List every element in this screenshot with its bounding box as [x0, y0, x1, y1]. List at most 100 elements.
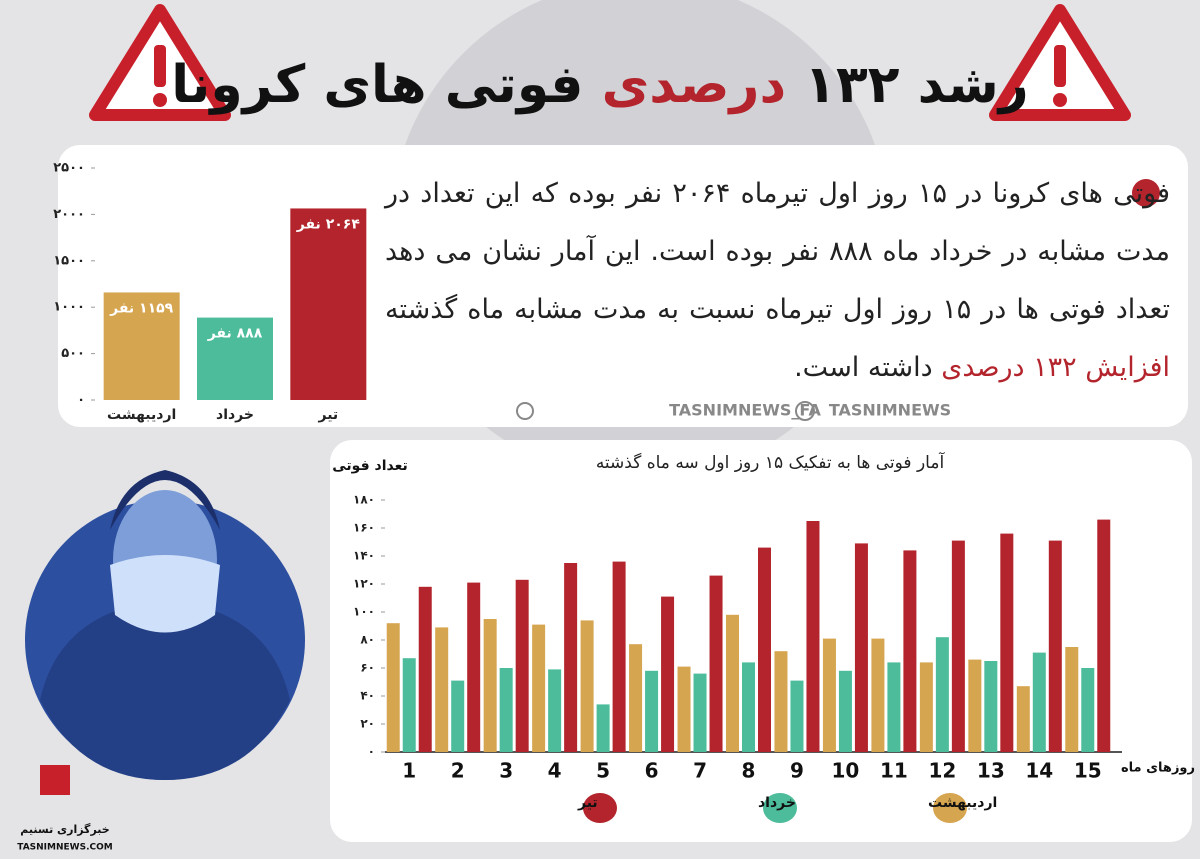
- bar: [290, 208, 367, 400]
- bar: [580, 620, 594, 752]
- bar: [402, 658, 416, 752]
- bar: [435, 627, 449, 752]
- bar: [838, 670, 852, 752]
- x-tick-label: 15: [1074, 759, 1102, 783]
- bar: [1097, 519, 1111, 752]
- legend-label: خرداد: [758, 795, 796, 811]
- text: فوتی های کرونا در ۱۵ روز اول تیرماه ۲۰۶۴…: [385, 178, 1171, 325]
- x-axis-label: روزهای ماه: [1121, 761, 1195, 776]
- title-part: فوتی های کرونا: [171, 55, 583, 115]
- bar: [758, 547, 771, 752]
- y-tick-label: ۴۰: [360, 689, 375, 703]
- bar: [451, 680, 465, 752]
- y-tick-label: ۱۵۰۰: [53, 253, 85, 268]
- x-tick-label: 12: [928, 759, 956, 783]
- bar: [661, 596, 675, 752]
- x-tick-label: تیر: [317, 407, 338, 423]
- bar: [467, 582, 481, 752]
- bar: [612, 561, 626, 752]
- social-handle: TASNIMNEWS: [829, 401, 951, 420]
- y-tick-label: ۲۰: [360, 717, 375, 731]
- bar: [774, 651, 788, 752]
- bar: [677, 666, 691, 752]
- legend-swatch: [933, 793, 967, 823]
- bar: [951, 540, 965, 752]
- bar: [1032, 652, 1046, 752]
- bar: [709, 575, 723, 752]
- bar: [645, 670, 659, 752]
- x-tick-label: 2: [451, 759, 465, 783]
- logo-url: TASNIMNEWS.COM: [17, 843, 112, 853]
- bar: [903, 550, 917, 752]
- y-tick-label: ۱۸۰: [353, 493, 375, 507]
- value-label: ۸۸۸ نفر: [207, 326, 263, 342]
- x-tick-label: 5: [596, 759, 610, 783]
- x-tick-label: 6: [645, 759, 659, 783]
- x-tick-label: 11: [880, 759, 908, 783]
- title-part: رشد ۱۳۲: [804, 55, 1028, 115]
- bar: [386, 623, 400, 752]
- bar: [483, 619, 497, 752]
- x-tick-label: 3: [499, 759, 513, 783]
- illustration: [25, 470, 305, 780]
- bar: [871, 638, 885, 752]
- x-tick-label: 8: [742, 759, 756, 783]
- virus-icon: [1132, 179, 1160, 207]
- bar: [726, 614, 739, 752]
- x-tick-label: 1: [402, 759, 416, 783]
- y-tick-label: ۰: [368, 745, 375, 759]
- y-tick-label: ۱۴۰: [353, 549, 375, 563]
- bar: [822, 638, 836, 752]
- bar: [935, 637, 949, 752]
- bar: [984, 661, 998, 752]
- bar: [1000, 533, 1014, 752]
- y-tick-label: ۰: [77, 393, 85, 408]
- icon: [795, 401, 815, 421]
- text-highlight: افزایش ۱۳۲ درصدی: [941, 352, 1170, 383]
- value-label: ۱۱۵۹ نفر: [109, 300, 174, 316]
- bar: [1016, 686, 1030, 752]
- bar: [596, 704, 610, 752]
- bar: [197, 317, 273, 400]
- x-tick-label: 13: [977, 759, 1005, 783]
- x-tick-label: 7: [693, 759, 707, 783]
- legend-label: تیر: [577, 795, 598, 811]
- y-tick-label: ۵۰۰: [61, 346, 85, 361]
- warning-icon: [989, 4, 1131, 121]
- y-tick-label: ۲۵۰۰: [53, 161, 85, 176]
- y-tick-label: ۱۲۰: [353, 577, 375, 591]
- bar: [887, 662, 901, 752]
- value-label: ۲۰۶۴ نفر: [296, 216, 361, 232]
- bar: [1081, 668, 1095, 752]
- legend-swatch: [763, 793, 797, 823]
- legend-label: اردیبهشت: [928, 795, 997, 811]
- article-text: فوتی های کرونا در ۱۵ روز اول تیرماه ۲۰۶۴…: [385, 165, 1170, 397]
- bar: [854, 543, 868, 752]
- y-tick-label: ۱۰۰: [353, 605, 375, 619]
- bar: [418, 586, 432, 752]
- bar: [790, 680, 804, 752]
- title: رشد ۱۳۲ درصدی فوتی های کرونا: [171, 55, 1028, 115]
- bar: [1065, 647, 1079, 752]
- bar: [1048, 540, 1062, 752]
- bar: [742, 662, 755, 752]
- y-tick-label: ۶۰: [360, 661, 375, 675]
- logo-name: خبرگزاری تسنیم: [20, 823, 109, 836]
- bar: [919, 662, 933, 752]
- title-part: درصدی: [602, 55, 787, 115]
- bar: [968, 659, 982, 752]
- x-tick-label: اردیبهشت: [107, 407, 176, 423]
- legend-swatch: [583, 793, 617, 823]
- warning-icon: [89, 4, 231, 121]
- x-tick-label: 14: [1025, 759, 1053, 783]
- bar: [103, 292, 180, 400]
- bar: [693, 673, 707, 752]
- chart-title: آمار فوتی ها به تفکیک ۱۵ روز اول سه ماه …: [596, 451, 946, 473]
- bar: [515, 579, 529, 752]
- icon: [516, 402, 534, 420]
- social-handle: TASNIMNEWS_FA: [669, 401, 821, 420]
- bar: [499, 668, 513, 752]
- bar: [532, 624, 546, 752]
